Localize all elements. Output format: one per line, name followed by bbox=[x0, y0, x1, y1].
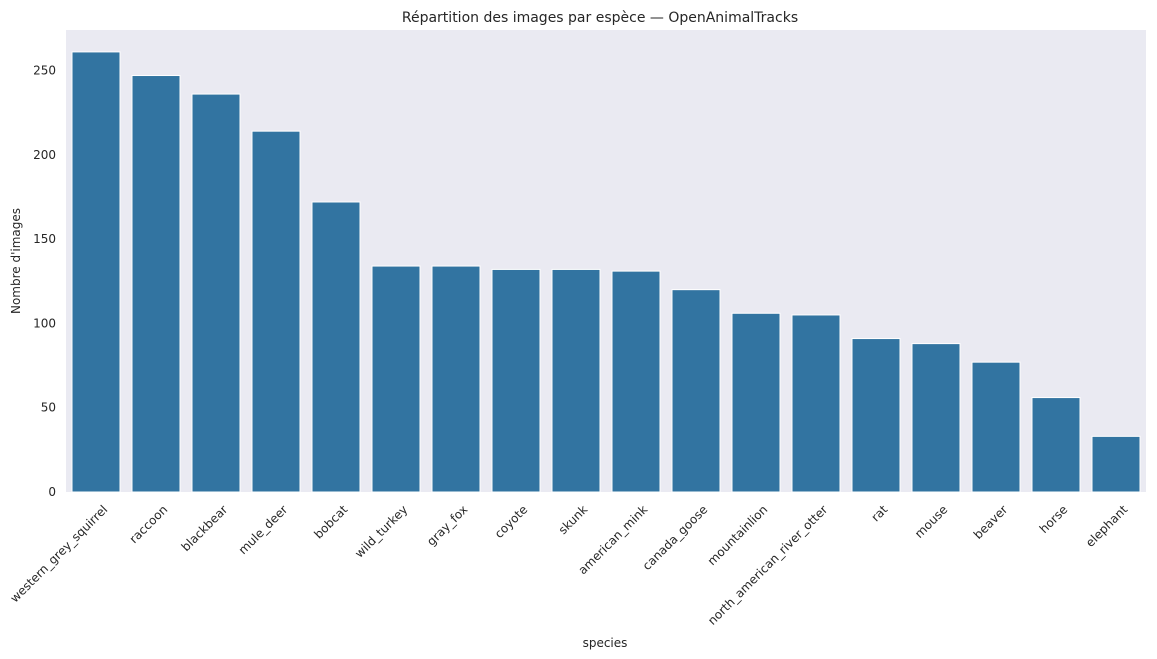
bar-coyote bbox=[491, 268, 541, 493]
x-tick-label: skunk bbox=[556, 502, 591, 537]
bar-rat bbox=[851, 338, 901, 493]
x-tick-label: blackbear bbox=[179, 502, 231, 554]
x-axis-label: species bbox=[583, 636, 628, 650]
x-tick-label: western_grey_squirrel bbox=[7, 502, 110, 605]
bar-gray_fox bbox=[431, 265, 481, 493]
y-tick-label: 100 bbox=[33, 316, 56, 330]
x-tick-label: beaver bbox=[971, 502, 1010, 541]
y-tick-label: 150 bbox=[33, 232, 56, 246]
bar-skunk bbox=[551, 268, 601, 493]
y-axis-label: Nombre d'images bbox=[9, 208, 23, 314]
bar-mouse bbox=[911, 343, 961, 493]
bar-horse bbox=[1031, 397, 1081, 493]
bar-mountainlion bbox=[731, 312, 781, 493]
x-tick-label: north_american_river_otter bbox=[705, 502, 830, 627]
bar-canada_goose bbox=[671, 289, 721, 493]
x-tick-label: rat bbox=[868, 502, 890, 524]
x-tick-label: horse bbox=[1037, 502, 1071, 536]
x-tick-label: bobcat bbox=[311, 502, 350, 541]
x-tick-label: coyote bbox=[492, 502, 531, 541]
bar-beaver bbox=[971, 361, 1021, 493]
plot-area bbox=[66, 30, 1146, 492]
bar-bobcat bbox=[311, 201, 361, 493]
bar-raccoon bbox=[131, 75, 181, 493]
bar-american_mink bbox=[611, 270, 661, 493]
x-tick-label: wild_turkey bbox=[352, 502, 410, 560]
bar-mule_deer bbox=[251, 130, 301, 493]
bar-wild_turkey bbox=[371, 265, 421, 493]
x-tick-label: gray_fox bbox=[424, 502, 470, 548]
x-tick-label: mouse bbox=[912, 502, 950, 540]
y-tick-label: 200 bbox=[33, 148, 56, 162]
y-axis-ticks: 0 50 100 150 200 250 bbox=[33, 63, 56, 499]
y-tick-label: 250 bbox=[33, 63, 56, 77]
bar-north_american_river_otter bbox=[791, 314, 841, 493]
x-tick-label: canada_goose bbox=[640, 502, 711, 573]
bar-elephant bbox=[1091, 435, 1141, 493]
x-tick-label: mule_deer bbox=[236, 502, 291, 557]
x-tick-label: mountainlion bbox=[705, 502, 771, 568]
bar-blackbear bbox=[191, 93, 241, 493]
y-tick-label: 0 bbox=[48, 485, 56, 499]
chart-title: Répartition des images par espèce — Open… bbox=[402, 10, 798, 26]
y-tick-label: 50 bbox=[41, 401, 56, 415]
bars bbox=[71, 51, 1141, 493]
bar-western_grey_squirrel bbox=[71, 51, 121, 493]
x-axis-ticks: western_grey_squirrel raccoon blackbear mul… bbox=[7, 502, 1130, 628]
x-tick-label: raccoon bbox=[127, 502, 171, 546]
x-tick-label: elephant bbox=[1083, 502, 1131, 550]
